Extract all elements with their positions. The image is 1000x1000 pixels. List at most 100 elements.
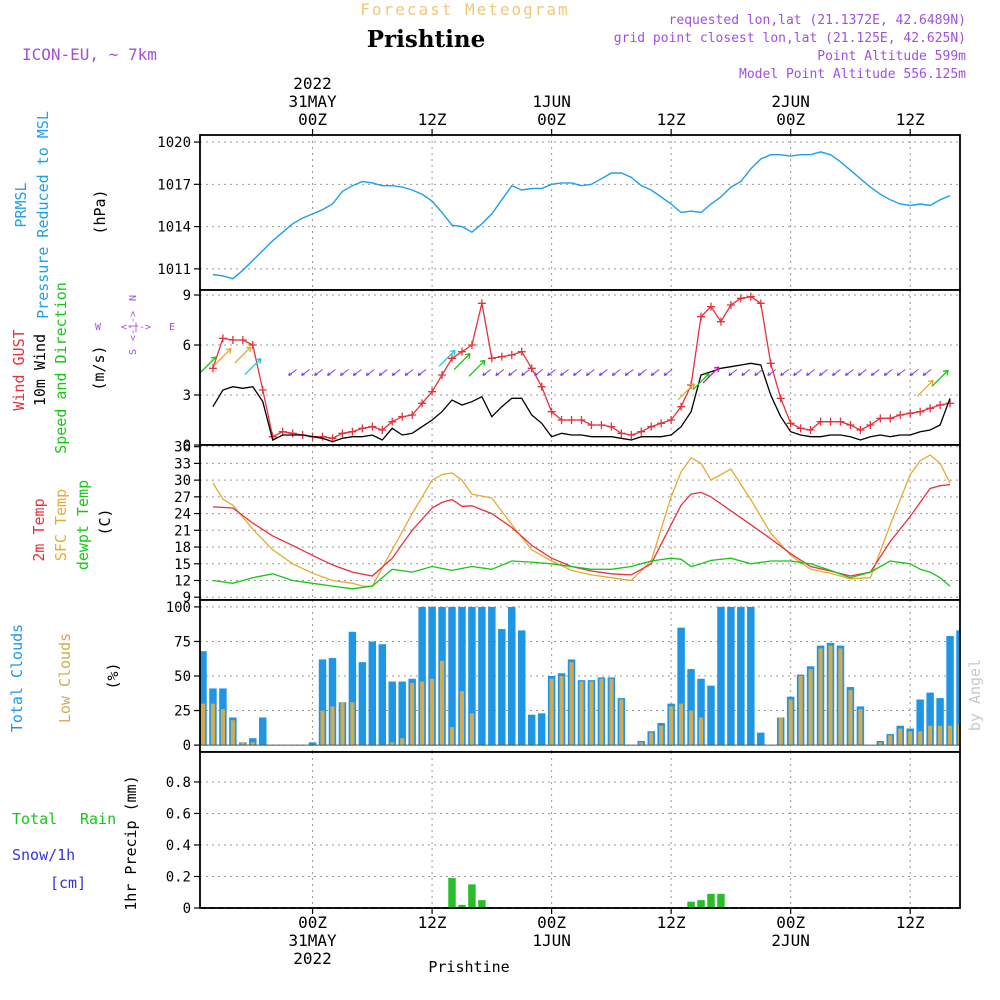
- precip-total-label: Total: [12, 810, 57, 828]
- total-cloud-bar: [378, 644, 387, 746]
- rain-bar: [468, 884, 476, 908]
- low-cloud-bar: [898, 728, 903, 746]
- gust-marker: [697, 312, 706, 321]
- gust-marker: [477, 299, 486, 308]
- gust-marker: [348, 427, 357, 436]
- direction-arrow: [288, 369, 297, 376]
- gust-marker: [756, 299, 765, 308]
- direction-arrow: [482, 369, 492, 376]
- low-cloud-bar: [808, 669, 813, 746]
- gust-marker: [557, 416, 566, 424]
- low-cloud-bar: [888, 735, 893, 746]
- direction-arrow: [560, 369, 569, 376]
- direction-arrow: [585, 369, 595, 376]
- low-cloud-bar: [230, 720, 235, 746]
- gust-marker: [617, 429, 626, 438]
- direction-arrow: [339, 369, 349, 376]
- pressure-unit: (hPa): [91, 189, 109, 234]
- gust-marker: [657, 419, 666, 428]
- gust-marker: [936, 401, 945, 409]
- direction-arrow: [598, 369, 608, 376]
- gust-marker: [497, 352, 506, 361]
- low-cloud-bar: [549, 678, 554, 746]
- direction-arrow-strong: [234, 346, 252, 364]
- low-cloud-bar: [848, 689, 853, 746]
- direction-arrow-strong: [468, 359, 486, 377]
- direction-arrow: [611, 369, 621, 376]
- point-altitude: Point Altitude 599m: [817, 49, 966, 64]
- y-tick-label: 0.8: [166, 775, 191, 791]
- location-title: Prishtine: [367, 26, 486, 53]
- low-cloud-bar: [200, 703, 206, 746]
- direction-arrow: [417, 369, 427, 376]
- prmsl-label: PRMSL: [12, 182, 30, 227]
- grid-point-coords: grid point closest lon,lat (21.125E, 42.…: [614, 31, 966, 46]
- low-clouds-label: Low Clouds: [56, 633, 74, 723]
- gust-marker: [408, 411, 417, 419]
- total-cloud-bar: [328, 658, 337, 746]
- rain-bar: [717, 893, 725, 908]
- direction-arrow-strong: [453, 353, 471, 371]
- gust-marker: [587, 421, 596, 429]
- gust-marker: [836, 417, 845, 426]
- direction-arrow: [314, 369, 323, 376]
- direction-arrow: [495, 369, 505, 376]
- low-cloud-bar: [669, 706, 674, 746]
- direction-arrow: [663, 369, 673, 376]
- gust-marker: [218, 334, 227, 343]
- total-cloud-bar: [448, 606, 456, 746]
- precip-rain-label: Rain: [80, 810, 116, 828]
- gust-marker: [746, 292, 755, 301]
- gust-marker: [248, 341, 257, 349]
- low-cloud-bar: [240, 742, 245, 746]
- low-cloud-bar: [878, 742, 883, 746]
- direction-arrow: [508, 369, 518, 376]
- gust-marker: [438, 371, 447, 379]
- y-tick-label: 0.6: [166, 806, 191, 822]
- gust-marker: [238, 336, 247, 344]
- pressure-axis-titles: PRMSL Pressure Reduced to MSL (hPa): [12, 111, 109, 319]
- rain-bar: [448, 878, 456, 908]
- low-cloud-bar: [220, 709, 225, 746]
- low-cloud-bar: [858, 709, 863, 746]
- top-tick-label: 12Z: [896, 110, 925, 129]
- total-cloud-bar: [737, 606, 745, 746]
- direction-arrow: [819, 369, 828, 376]
- low-cloud-bar: [579, 681, 584, 746]
- low-cloud-bar: [569, 662, 574, 746]
- top-tick-label: 00Z: [537, 110, 566, 129]
- low-cloud-bar: [947, 725, 953, 746]
- low-cloud-bar: [957, 724, 960, 746]
- low-cloud-bar: [928, 725, 933, 746]
- y-tick-label: 0.2: [166, 869, 191, 885]
- temp-unit: (C): [96, 508, 114, 535]
- direction-arrow: [754, 369, 764, 376]
- pressure-line: [212, 151, 951, 280]
- gust-marker: [796, 424, 805, 433]
- y-tick-label: 1014: [157, 220, 191, 236]
- low-cloud-bar: [609, 678, 614, 746]
- gust-marker: [716, 317, 725, 326]
- total-clouds-label: Total Clouds: [8, 624, 26, 732]
- total-cloud-bar: [717, 606, 725, 746]
- model-altitude: Model Point Altitude 556.125m: [739, 67, 966, 82]
- wind-panel: 0 3 6 9: [183, 288, 961, 454]
- temp2m-line: [212, 483, 951, 577]
- total-cloud-bar: [936, 698, 944, 746]
- total-cloud-bar: [428, 606, 436, 746]
- low-cloud-bar: [918, 731, 923, 746]
- gust-marker: [886, 414, 895, 423]
- gust-marker: [706, 302, 715, 311]
- bottom-tick-label: 31MAY: [288, 931, 337, 950]
- top-tick-label: 1JUN: [532, 92, 571, 111]
- top-tick-label: 2022: [293, 74, 332, 93]
- panel-border: [199, 751, 961, 909]
- direction-arrow: [573, 369, 582, 376]
- gust-marker: [288, 429, 297, 438]
- low-cloud-bar: [619, 699, 624, 746]
- wind-line: [212, 362, 951, 443]
- gust-marker: [537, 382, 546, 391]
- precip-cm-label: [cm]: [50, 874, 86, 892]
- low-cloud-bar: [689, 710, 694, 746]
- gust-marker: [258, 386, 267, 394]
